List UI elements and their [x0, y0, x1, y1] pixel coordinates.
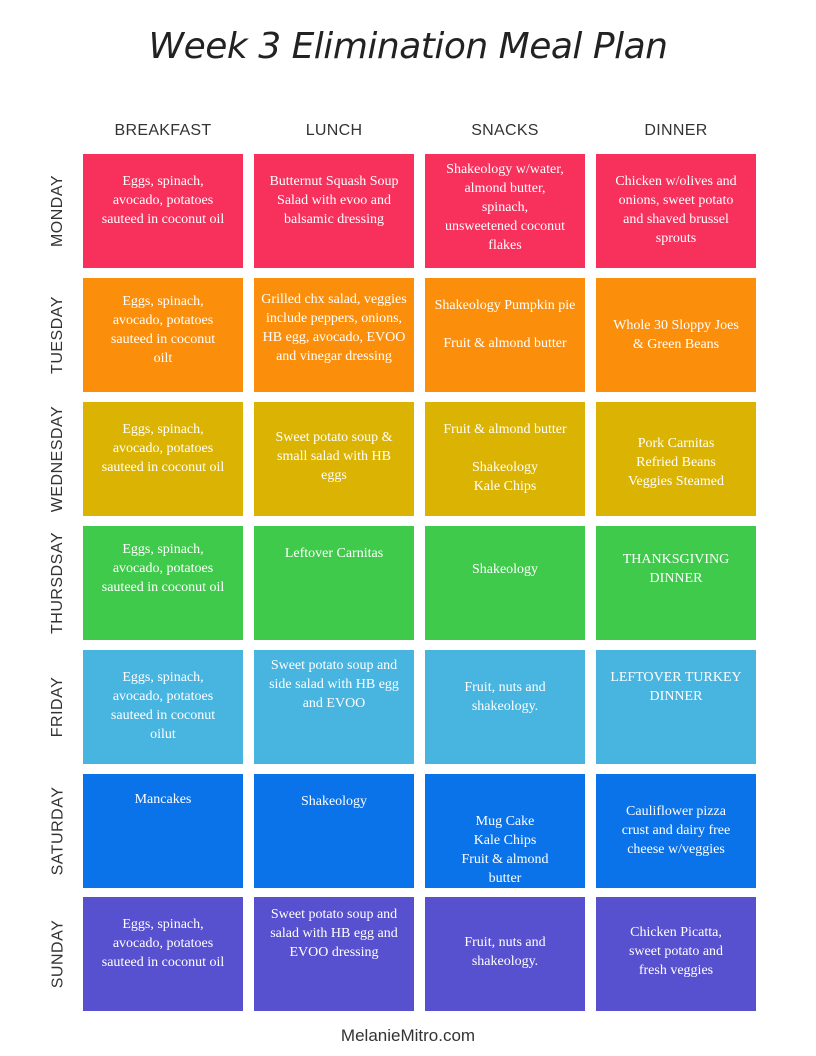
meal-cell-sunday-dinner: Chicken Picatta, sweet potato and fresh … — [596, 897, 756, 1011]
meal-text: Fruit & almond butter Shakeology Kale Ch… — [443, 422, 567, 494]
meal-text: Fruit, nuts and shakeology. — [464, 935, 546, 969]
meal-text: Cauliflower pizza crust and dairy free c… — [621, 804, 731, 857]
meal-cell-saturday-lunch: Shakeology — [254, 774, 414, 888]
meal-text: Leftover Carnitas — [284, 546, 384, 561]
meal-text: Eggs, spinach, avocado, potatoes sauteed… — [101, 917, 225, 970]
day-label-text: FRIDAY — [49, 676, 67, 738]
meal-cell-tuesday-breakfast: Eggs, spinach, avocado, potatoes sauteed… — [83, 278, 243, 392]
meal-cell-tuesday-dinner: Whole 30 Sloppy Joes & Green Beans — [596, 278, 756, 392]
meal-text: Shakeology — [300, 794, 368, 809]
meal-text: Mancakes — [134, 792, 192, 807]
meal-cell-thursdsay-breakfast: Eggs, spinach, avocado, potatoes sauteed… — [83, 526, 243, 640]
meal-cell-thursdsay-lunch: Leftover Carnitas — [254, 526, 414, 640]
meal-text: Eggs, spinach, avocado, potatoes sauteed… — [110, 670, 216, 742]
column-header-snacks: SNACKS — [471, 122, 539, 139]
meal-cell-monday-lunch: Butternut Squash Soup Salad with evoo an… — [254, 154, 414, 268]
meal-cell-friday-dinner: LEFTOVER TURKEY DINNER — [596, 650, 756, 764]
day-label-sunday: SUNDAY — [28, 897, 88, 1011]
meal-cell-sunday-snacks: Fruit, nuts and shakeology. — [425, 897, 585, 1011]
meal-cell-wednesday-lunch: Sweet potato soup & small salad with HB … — [254, 402, 414, 516]
meal-cell-saturday-snacks: Mug Cake Kale Chips Fruit & almond butte… — [425, 774, 585, 888]
meal-text: Eggs, spinach, avocado, potatoes sauteed… — [101, 422, 225, 475]
meal-cell-wednesday-snacks: Fruit & almond butter Shakeology Kale Ch… — [425, 402, 585, 516]
meal-cell-monday-snacks: Shakeology w/water, almond butter, spina… — [425, 154, 585, 268]
meal-text: Fruit, nuts and shakeology. — [464, 680, 546, 714]
day-label-text: THURSDSAY — [49, 532, 66, 634]
day-label-thursdsay: THURSDSAY — [28, 526, 88, 640]
meal-cell-tuesday-snacks: Shakeology Pumpkin pie Fruit & almond bu… — [425, 278, 585, 392]
meal-text: Grilled chx salad, veggies include peppe… — [261, 292, 407, 364]
meal-cell-tuesday-lunch: Grilled chx salad, veggies include peppe… — [254, 278, 414, 392]
meal-text: LEFTOVER TURKEY DINNER — [610, 670, 742, 704]
meal-text: Sweet potato soup and salad with HB egg … — [270, 907, 398, 960]
meal-text: Shakeology — [471, 562, 539, 577]
meal-text: Chicken w/olives and onions, sweet potat… — [615, 174, 737, 246]
meal-text: Whole 30 Sloppy Joes & Green Beans — [613, 318, 739, 352]
meal-text: Butternut Squash Soup Salad with evoo an… — [269, 174, 399, 227]
day-label-text: MONDAY — [49, 174, 67, 248]
meal-cell-sunday-breakfast: Eggs, spinach, avocado, potatoes sauteed… — [83, 897, 243, 1011]
meal-text: Mug Cake Kale Chips Fruit & almond butte… — [461, 814, 549, 886]
day-label-tuesday: TUESDAY — [28, 278, 88, 392]
meal-text: Shakeology w/water, almond butter, spina… — [444, 162, 566, 253]
meal-text: Eggs, spinach, avocado, potatoes sauteed… — [110, 294, 216, 366]
column-header-lunch: LUNCH — [305, 122, 363, 139]
meal-cell-saturday-dinner: Cauliflower pizza crust and dairy free c… — [596, 774, 756, 888]
meal-cell-thursdsay-snacks: Shakeology — [425, 526, 585, 640]
meal-cell-sunday-lunch: Sweet potato soup and salad with HB egg … — [254, 897, 414, 1011]
meal-cell-friday-snacks: Fruit, nuts and shakeology. — [425, 650, 585, 764]
meal-cell-friday-lunch: Sweet potato soup and side salad with HB… — [254, 650, 414, 764]
meal-text: Shakeology Pumpkin pie Fruit & almond bu… — [434, 298, 576, 351]
day-label-wednesday: WEDNESDAY — [28, 402, 88, 516]
page-title: Week 3 Elimination Meal Plan — [148, 26, 668, 67]
meal-cell-wednesday-dinner: Pork Carnitas Refried Beans Veggies Stea… — [596, 402, 756, 516]
day-label-friday: FRIDAY — [28, 650, 88, 764]
day-label-text: WEDNESDAY — [49, 405, 66, 513]
column-header-breakfast: BREAKFAST — [114, 122, 212, 139]
meal-cell-friday-breakfast: Eggs, spinach, avocado, potatoes sauteed… — [83, 650, 243, 764]
meal-text: Sweet potato soup & small salad with HB … — [275, 430, 393, 483]
meal-cell-saturday-breakfast: Mancakes — [83, 774, 243, 888]
day-label-monday: MONDAY — [28, 154, 88, 268]
meal-cell-monday-breakfast: Eggs, spinach, avocado, potatoes sauteed… — [83, 154, 243, 268]
day-label-saturday: SATURDAY — [28, 774, 88, 888]
meal-cell-monday-dinner: Chicken w/olives and onions, sweet potat… — [596, 154, 756, 268]
column-header-dinner: DINNER — [644, 122, 708, 139]
day-label-text: SUNDAY — [49, 919, 66, 989]
day-label-text: TUESDAY — [49, 296, 67, 374]
meal-text: THANKSGIVING DINNER — [622, 552, 730, 586]
meal-text: Pork Carnitas Refried Beans Veggies Stea… — [627, 436, 725, 489]
footer-website: MelanieMitro.com — [340, 1026, 476, 1045]
meal-cell-thursdsay-dinner: THANKSGIVING DINNER — [596, 526, 756, 640]
meal-text: Eggs, spinach, avocado, potatoes sauteed… — [101, 174, 225, 227]
meal-cell-wednesday-breakfast: Eggs, spinach, avocado, potatoes sauteed… — [83, 402, 243, 516]
day-label-text: SATURDAY — [49, 786, 66, 876]
meal-text: Eggs, spinach, avocado, potatoes sauteed… — [101, 542, 225, 595]
meal-text: Chicken Picatta, sweet potato and fresh … — [628, 925, 724, 978]
meal-text: Sweet potato soup and side salad with HB… — [269, 658, 399, 711]
